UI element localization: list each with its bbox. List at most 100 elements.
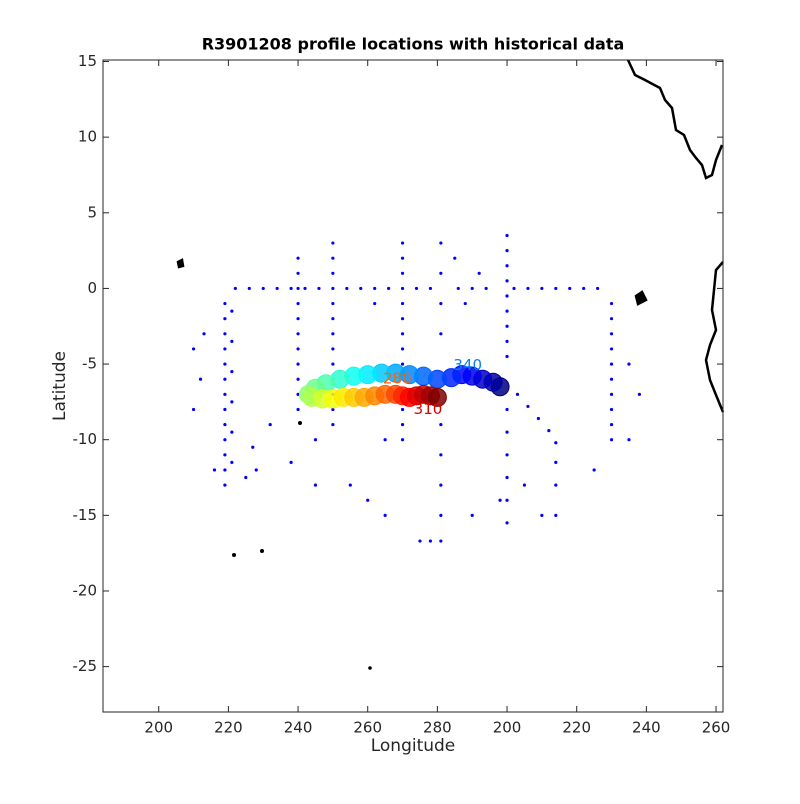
historical-point: [268, 422, 272, 427]
x-axis-label: Longitude: [371, 736, 456, 756]
historical-point: [505, 249, 509, 253]
historical-point: [609, 347, 614, 351]
historical-point: [296, 377, 300, 381]
historical-point: [223, 301, 227, 306]
historical-point: [233, 286, 237, 291]
historical-point: [505, 233, 509, 238]
historical-point: [428, 539, 433, 543]
historical-point: [331, 347, 335, 351]
historical-point: [230, 430, 234, 434]
historical-point: [296, 286, 300, 291]
historical-point: [477, 271, 481, 275]
historical-point: [223, 392, 227, 396]
historical-point: [400, 347, 405, 351]
annotation: 310: [414, 400, 443, 418]
historical-point: [313, 438, 318, 442]
x-tick-label: 200: [144, 719, 173, 737]
x-tick-label: 260: [702, 719, 731, 737]
historical-point: [526, 404, 530, 409]
historical-point: [439, 483, 443, 487]
historical-point: [505, 279, 509, 283]
historical-point: [331, 317, 335, 321]
annotation: 280: [383, 370, 412, 388]
historical-point: [400, 286, 405, 291]
historical-point: [331, 286, 335, 291]
chart-title: R3901208 profile locations with historic…: [202, 35, 625, 54]
profile-point: [427, 387, 447, 407]
x-tick-label: 200: [493, 719, 522, 737]
historical-point: [400, 332, 405, 336]
historical-point: [505, 453, 509, 457]
historical-point: [212, 468, 217, 472]
historical-point: [247, 286, 251, 291]
historical-point: [554, 286, 558, 291]
historical-point: [547, 429, 551, 433]
historical-point: [484, 286, 488, 291]
historical-point: [387, 286, 391, 291]
historical-point: [251, 445, 255, 449]
island: [176, 258, 185, 269]
historical-point: [609, 362, 614, 366]
historical-point: [505, 407, 509, 412]
historical-point: [400, 271, 405, 275]
historical-point: [400, 317, 405, 321]
historical-point: [627, 362, 631, 366]
historical-point: [554, 441, 558, 445]
y-tick-label: -10: [73, 430, 98, 448]
island: [260, 549, 264, 553]
historical-point: [554, 483, 558, 487]
historical-point: [540, 513, 544, 517]
historical-point: [439, 539, 443, 543]
historical-point: [331, 301, 335, 306]
historical-point: [439, 301, 443, 306]
historical-point: [191, 347, 196, 351]
historical-point: [609, 438, 614, 442]
historical-point: [296, 347, 300, 351]
historical-point: [463, 301, 467, 306]
historical-point: [400, 438, 405, 442]
y-tick-label: 0: [87, 279, 97, 297]
island: [232, 553, 236, 557]
coastlines: [176, 59, 725, 413]
historical-point: [331, 362, 335, 366]
historical-point: [609, 377, 614, 381]
historical-point: [331, 422, 335, 427]
historical-point: [428, 286, 433, 291]
historical-point: [383, 513, 387, 517]
historical-point: [296, 392, 300, 396]
historical-point: [223, 438, 227, 442]
x-tick-label: 220: [214, 719, 243, 737]
historical-point: [439, 271, 443, 275]
y-tick-label: -5: [82, 355, 97, 373]
historical-point: [498, 498, 502, 502]
x-tick-label: 240: [284, 719, 313, 737]
historical-point: [414, 286, 419, 291]
historical-point: [296, 362, 300, 366]
x-tick-label: 280: [423, 719, 452, 737]
historical-point: [515, 392, 520, 396]
historical-point: [505, 430, 509, 434]
historical-point: [191, 407, 196, 412]
y-tick-label: 10: [78, 128, 97, 146]
historical-point: [400, 407, 405, 412]
historical-point: [470, 513, 474, 517]
historical-point: [456, 286, 460, 291]
historical-point: [303, 286, 307, 291]
historical-point: [400, 256, 405, 260]
historical-point: [202, 332, 206, 336]
historical-point: [275, 286, 279, 291]
historical-point: [505, 339, 509, 343]
historical-point: [439, 241, 443, 245]
historical-point: [373, 301, 377, 306]
historical-point: [439, 332, 443, 336]
annotation: 340: [453, 356, 482, 374]
historical-point: [418, 539, 422, 543]
historical-point: [317, 286, 321, 291]
historical-point: [296, 256, 300, 260]
historical-point: [536, 416, 540, 421]
historical-point: [254, 468, 258, 472]
historical-point: [627, 438, 631, 442]
historical-point: [223, 347, 227, 351]
historical-point: [505, 521, 509, 525]
